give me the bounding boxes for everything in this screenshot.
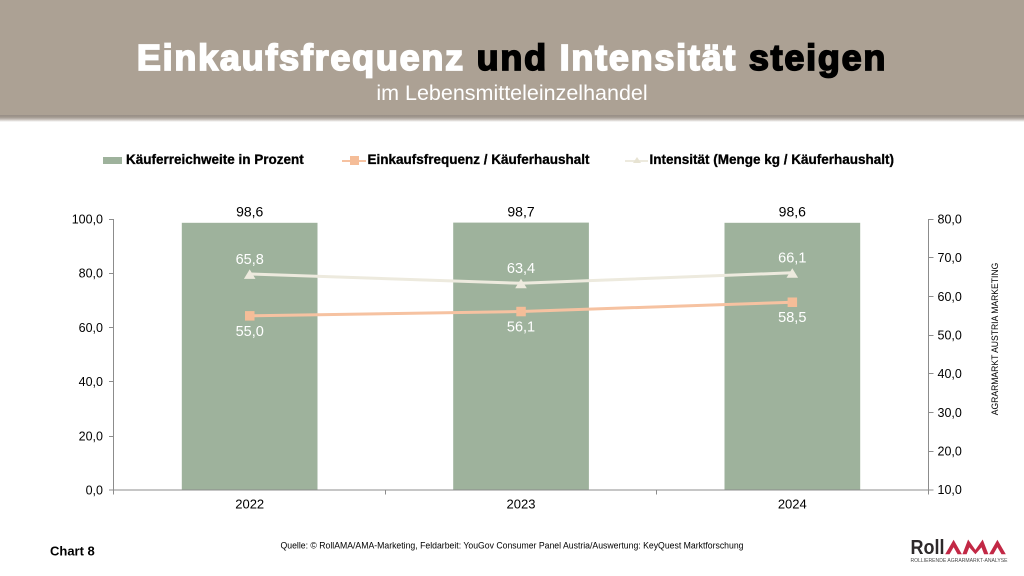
- svg-text:0,0: 0,0: [86, 484, 103, 498]
- svg-text:40,0: 40,0: [79, 375, 103, 389]
- svg-text:AGRARMARKT AUSTRIA MARKETING: AGRARMARKT AUSTRIA MARKETING: [990, 263, 1001, 416]
- svg-text:65,8: 65,8: [236, 252, 264, 268]
- svg-text:2022: 2022: [235, 497, 264, 512]
- svg-text:58,5: 58,5: [778, 310, 806, 326]
- svg-text:63,4: 63,4: [507, 261, 535, 277]
- svg-text:60,0: 60,0: [938, 290, 962, 304]
- svg-text:2023: 2023: [507, 497, 536, 512]
- svg-text:60,0: 60,0: [79, 321, 103, 335]
- svg-text:20,0: 20,0: [79, 429, 103, 443]
- svg-text:ROLLIERENDE AGRARMARKT-ANALYSE: ROLLIERENDE AGRARMARKT-ANALYSE: [911, 558, 1008, 564]
- svg-text:2024: 2024: [778, 497, 807, 512]
- svg-text:80,0: 80,0: [79, 267, 103, 281]
- svg-text:56,1: 56,1: [507, 320, 535, 336]
- svg-text:10,0: 10,0: [938, 483, 962, 497]
- svg-text:55,0: 55,0: [236, 324, 264, 340]
- svg-text:20,0: 20,0: [938, 445, 962, 459]
- svg-text:66,1: 66,1: [778, 251, 806, 267]
- svg-text:50,0: 50,0: [938, 329, 962, 343]
- svg-text:98,6: 98,6: [236, 204, 263, 220]
- svg-text:100,0: 100,0: [72, 213, 103, 227]
- svg-text:70,0: 70,0: [938, 251, 962, 265]
- svg-text:Chart 8: Chart 8: [50, 544, 95, 559]
- svg-text:Roll: Roll: [911, 536, 945, 559]
- svg-text:80,0: 80,0: [938, 213, 962, 227]
- svg-text:40,0: 40,0: [938, 367, 962, 381]
- svg-text:Quelle: © RollAMA/AMA-Marketin: Quelle: © RollAMA/AMA-Marketing, Feldarb…: [281, 540, 744, 550]
- svg-text:98,7: 98,7: [507, 204, 534, 220]
- svg-text:98,6: 98,6: [779, 204, 806, 220]
- svg-text:30,0: 30,0: [938, 406, 962, 420]
